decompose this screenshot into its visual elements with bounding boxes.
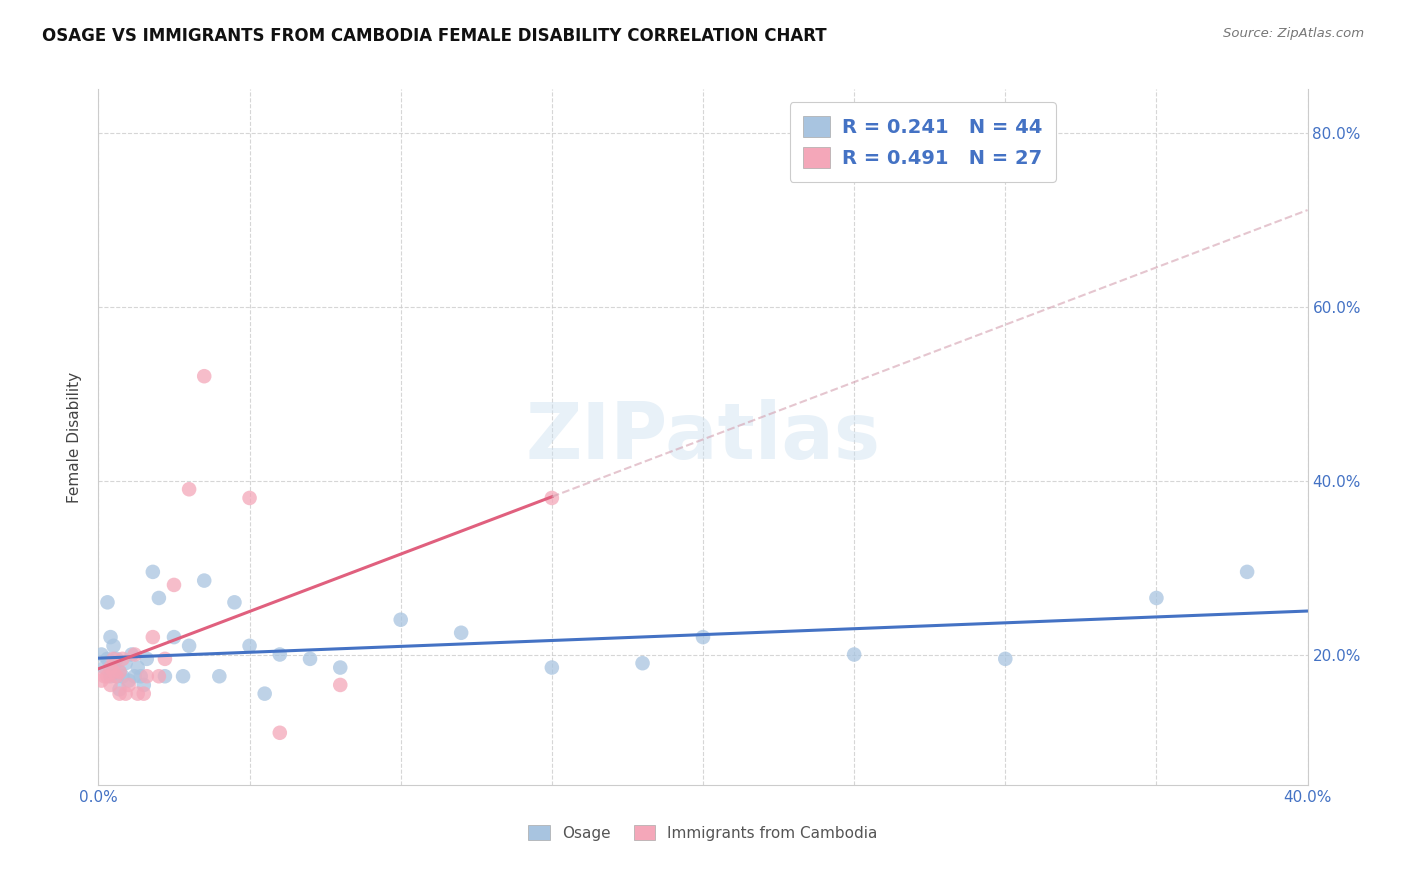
Point [105, 669, 128, 683]
Point [100, 678, 122, 692]
Point [153, 669, 176, 683]
Text: OSAGE VS IMMIGRANTS FROM CAMBODIA FEMALE DISABILITY CORRELATION CHART: OSAGE VS IMMIGRANTS FROM CAMBODIA FEMALE… [42, 27, 827, 45]
Point [96, 652, 118, 666]
Point [239, 639, 262, 653]
Point [96, 669, 118, 683]
Point [132, 678, 155, 692]
Point [994, 652, 1017, 666]
Point [93, 669, 115, 683]
Point [163, 578, 186, 592]
Point [132, 687, 155, 701]
Point [148, 591, 170, 605]
Point [329, 678, 352, 692]
Point [108, 665, 131, 679]
Point [105, 652, 128, 666]
Point [193, 369, 215, 384]
Point [631, 657, 654, 671]
Point [90, 673, 112, 688]
Point [90, 648, 112, 662]
Point [108, 687, 131, 701]
Point [100, 669, 122, 683]
Point [193, 574, 215, 588]
Point [103, 660, 125, 674]
Text: Source: ZipAtlas.com: Source: ZipAtlas.com [1223, 27, 1364, 40]
Point [253, 687, 276, 701]
Point [100, 630, 122, 644]
Point [389, 613, 412, 627]
Point [103, 639, 125, 653]
Point [118, 678, 141, 692]
Point [100, 660, 122, 674]
Point [114, 657, 136, 671]
Point [103, 652, 125, 666]
Point [93, 660, 115, 674]
Point [179, 482, 201, 496]
Point [1236, 565, 1258, 579]
Point [108, 682, 131, 697]
Point [129, 669, 152, 683]
Point [450, 625, 472, 640]
Y-axis label: Female Disability: Female Disability [67, 371, 83, 503]
Point [844, 648, 866, 662]
Point [127, 660, 149, 674]
Point [124, 669, 146, 683]
Point [108, 665, 131, 679]
Point [148, 669, 170, 683]
Point [329, 660, 352, 674]
Point [96, 595, 118, 609]
Legend: Osage, Immigrants from Cambodia: Osage, Immigrants from Cambodia [522, 819, 884, 847]
Point [111, 669, 134, 683]
Point [163, 630, 186, 644]
Point [111, 652, 134, 666]
Point [142, 630, 165, 644]
Point [118, 673, 141, 688]
Point [105, 669, 128, 683]
Point [540, 491, 562, 505]
Point [224, 595, 246, 609]
Point [172, 669, 194, 683]
Point [1144, 591, 1167, 605]
Point [153, 652, 176, 666]
Point [208, 669, 231, 683]
Point [269, 648, 291, 662]
Point [135, 669, 157, 683]
Point [114, 687, 136, 701]
Point [239, 491, 262, 505]
Text: ZIPatlas: ZIPatlas [526, 399, 880, 475]
Point [179, 639, 201, 653]
Point [540, 660, 562, 674]
Point [103, 665, 125, 679]
Point [269, 726, 291, 740]
Point [121, 648, 143, 662]
Point [299, 652, 322, 666]
Point [127, 687, 149, 701]
Point [692, 630, 714, 644]
Point [142, 565, 165, 579]
Point [135, 652, 157, 666]
Point [124, 648, 146, 662]
